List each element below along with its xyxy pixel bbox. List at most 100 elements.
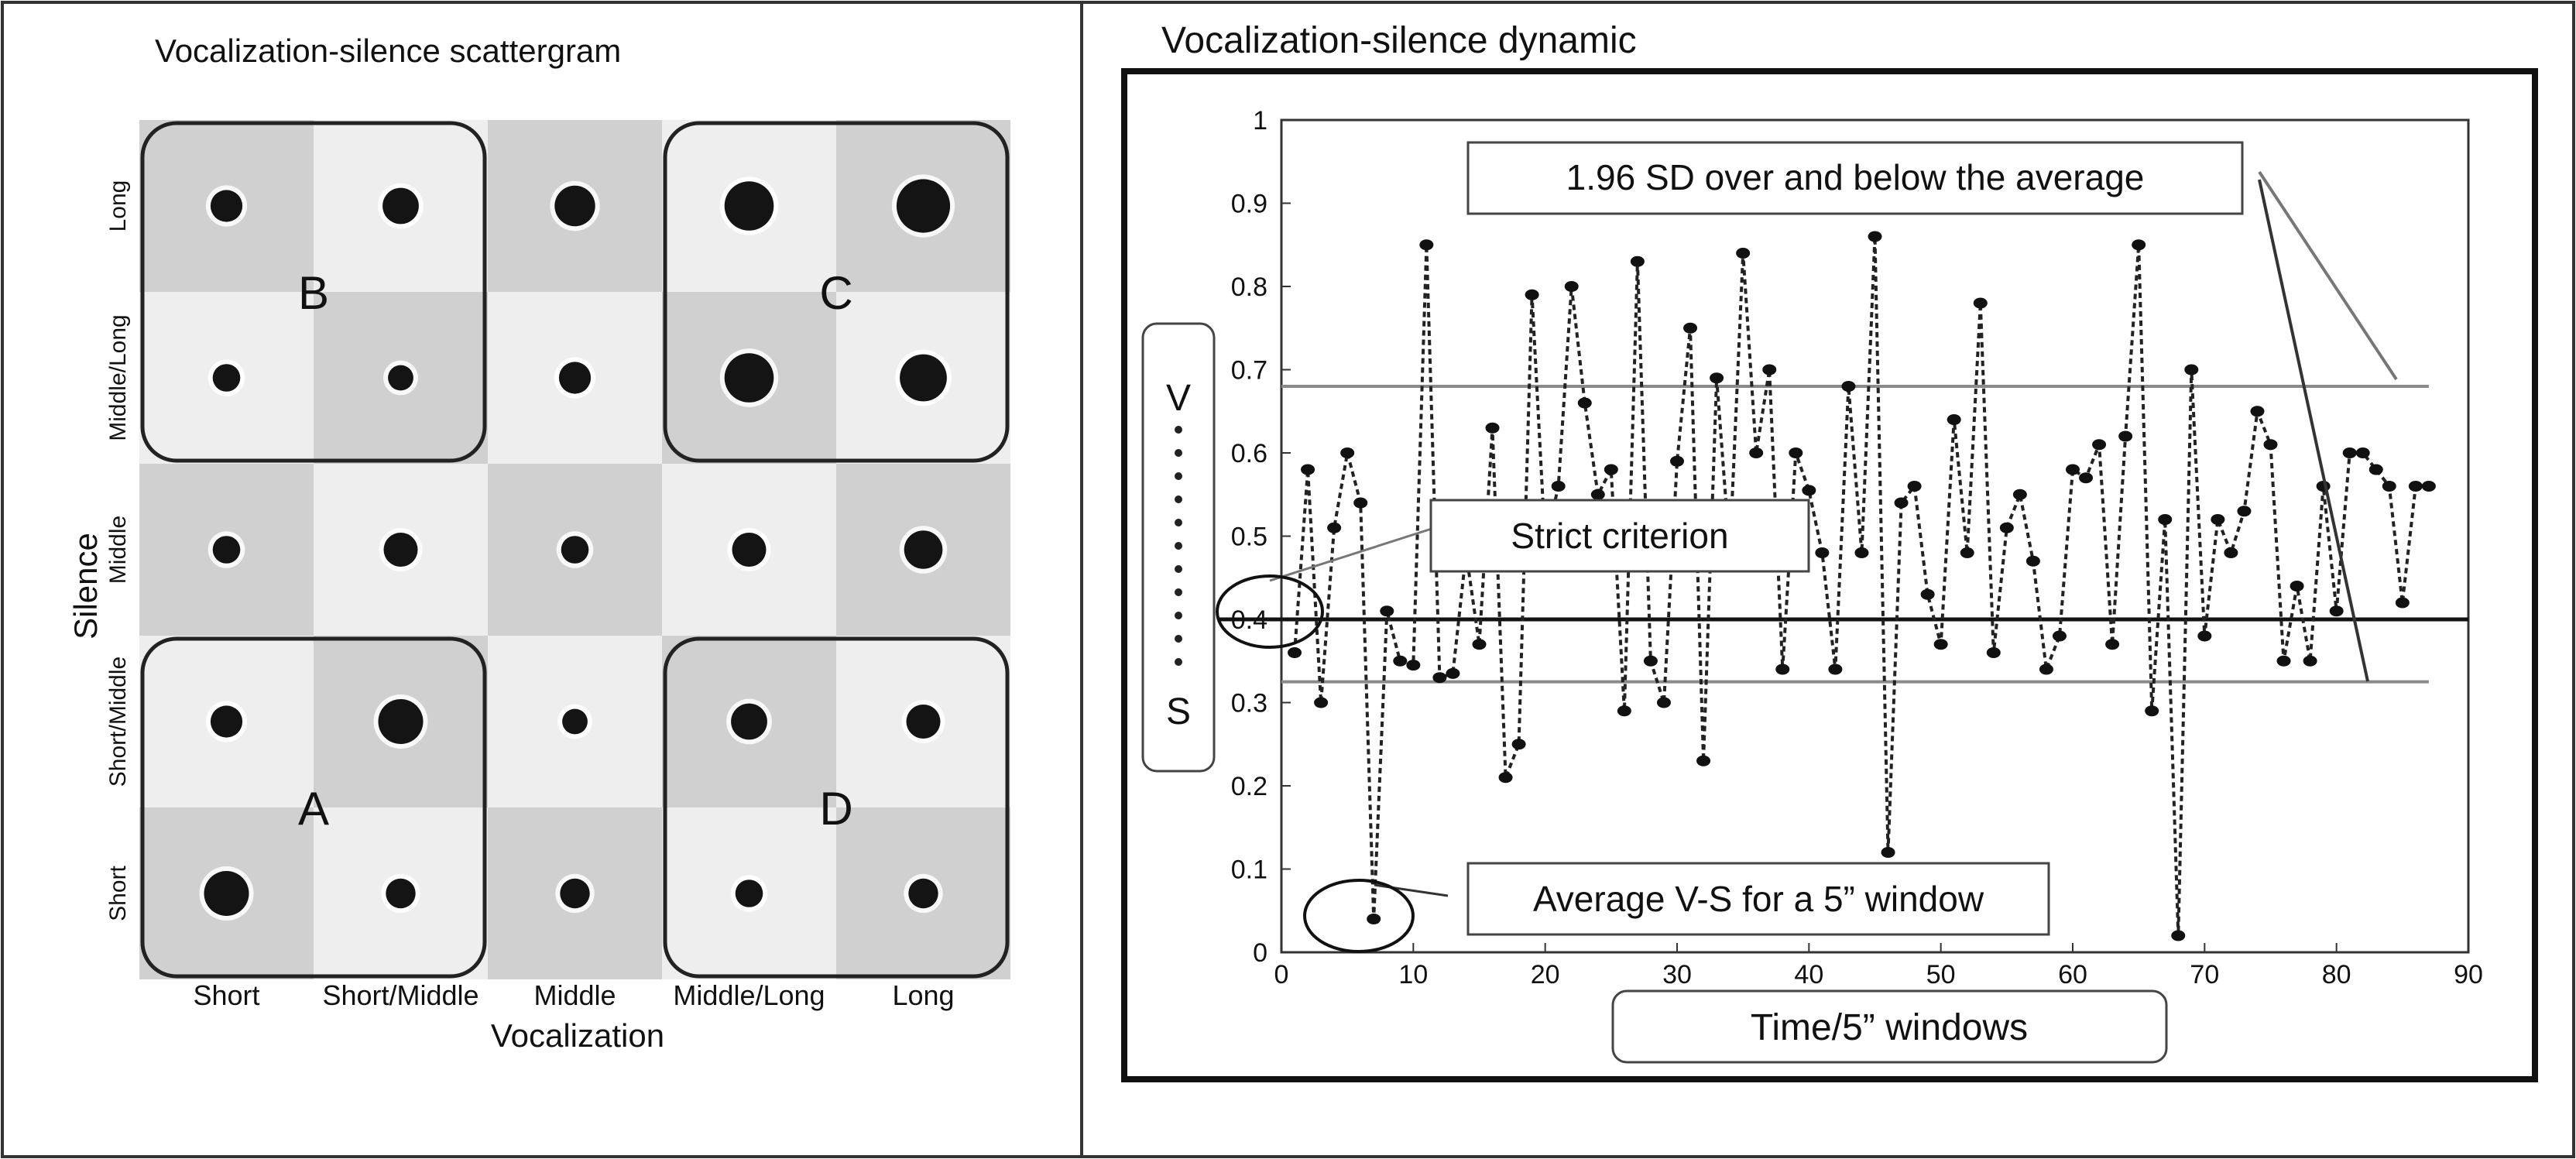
data-point-3 [1314,697,1329,708]
scattergram-dots [199,174,955,921]
data-point-23 [1577,397,1592,409]
frequency-dot-2-3 [732,533,767,567]
y-tick-label-0.8: 0.8 [1231,273,1267,302]
data-point-40 [1802,485,1816,496]
y-tick-label-3: Short/Middle [105,657,131,787]
frequency-dot-3-3 [731,703,767,740]
data-point-71 [2211,514,2225,525]
y-tick-label-1: Middle/Long [105,314,131,441]
data-point-72 [2224,547,2238,558]
y-tick-label-1: 1 [1253,106,1267,135]
data-point-17 [1498,772,1513,784]
data-point-84 [2382,481,2396,492]
data-point-21 [1551,481,1566,492]
data-point-35 [1736,248,1751,259]
y-tick-label-0: 0 [1253,938,1267,968]
frequency-dot-2-1 [383,533,418,567]
data-point-33 [1710,372,1724,384]
avg-window-circle [1303,879,1415,953]
y-tick-label-0.6: 0.6 [1231,439,1267,468]
data-point-56 [2012,489,2027,500]
data-point-58 [2039,664,2053,675]
strict-label-box [1429,499,1810,573]
data-point-70 [2197,630,2212,642]
x-tick-label-0: Short [193,979,259,1011]
data-point-1 [1288,647,1302,658]
data-point-69 [2184,364,2199,375]
dynamic-panel: Vocalization-silence dynamic 0 10 20 30 40 50… [1121,20,2538,1082]
x-tick-label-10: 10 [1398,960,1428,989]
data-point-83 [2368,464,2383,475]
data-point-51 [1947,414,1961,425]
data-point-78 [2303,655,2317,667]
data-point-87 [2421,481,2436,492]
data-point-25 [1604,464,1618,475]
x-tick-label-50: 50 [1926,960,1956,989]
frequency-dot-1-0 [212,364,241,392]
group-label-B: B [298,267,329,319]
data-point-29 [1656,697,1671,708]
group-label-A: A [298,783,329,835]
y-tick-label-0.2: 0.2 [1231,772,1267,801]
frequency-dot-2-4 [904,530,943,569]
x-axis-label-box [1611,989,2168,1064]
sd-callout-line-upper [2258,170,2398,381]
scattergram-title: Vocalization-silence scattergram [155,33,621,69]
frequency-dot-1-3 [724,353,774,403]
data-point-48 [1907,481,1922,492]
x-tick-label-1: Short/Middle [322,979,478,1011]
data-point-24 [1590,489,1605,500]
data-point-27 [1630,255,1645,267]
data-point-13 [1446,667,1460,679]
data-point-54 [1986,647,2001,658]
x-tick-label-3: Middle/Long [673,979,825,1011]
frequency-dot-3-4 [906,705,941,739]
data-point-85 [2395,597,2410,609]
data-point-18 [1511,739,1526,750]
data-point-76 [2276,655,2291,667]
frequency-dot-4-0 [204,871,249,916]
data-point-16 [1485,422,1500,434]
data-point-42 [1828,664,1843,675]
x-tick-label-4: Long [892,979,954,1011]
data-point-2 [1301,464,1315,475]
data-point-38 [1775,664,1790,675]
data-point-28 [1643,655,1658,667]
frequency-dot-4-4 [908,878,938,909]
x-tick-label-20: 20 [1531,960,1560,989]
group-box-D [663,636,1010,979]
data-point-65 [2132,239,2146,251]
dynamic-x-axis-label: Time/5” windows [1751,1007,2028,1048]
data-point-39 [1789,447,1803,458]
scattergram-x-axis-label: Vocalization [491,1017,664,1054]
data-point-30 [1670,455,1684,467]
x-tick-label-90: 90 [2454,960,2483,989]
y-tick-label-0.1: 0.1 [1231,856,1267,885]
data-point-49 [1920,588,1935,600]
frequency-dot-3-0 [210,705,243,738]
data-point-22 [1564,281,1579,292]
frequency-dot-4-2 [560,878,590,909]
data-point-19 [1525,289,1539,300]
data-point-86 [2408,481,2423,492]
strict-label: Strict criterion [1511,516,1728,556]
data-point-77 [2290,581,2304,592]
data-point-15 [1472,639,1487,650]
data-point-82 [2355,447,2370,458]
y-axis-label-bottom: S [1166,691,1191,732]
x-tick-label-2: Middle [533,979,616,1011]
data-point-74 [2250,406,2265,417]
frequency-dot-2-0 [212,536,241,564]
sd-label-box [1466,141,2244,215]
data-point-9 [1393,655,1408,667]
data-point-57 [2025,555,2040,567]
y-axis-label-top: V [1166,378,1191,419]
strict-callout-line [1269,526,1435,582]
frequency-dot-4-3 [735,880,763,907]
y-tick-label-0.3: 0.3 [1231,689,1267,718]
data-point-80 [2329,605,2344,617]
group-box-C [663,121,1010,463]
data-point-61 [2079,472,2094,484]
data-point-50 [1933,639,1948,650]
